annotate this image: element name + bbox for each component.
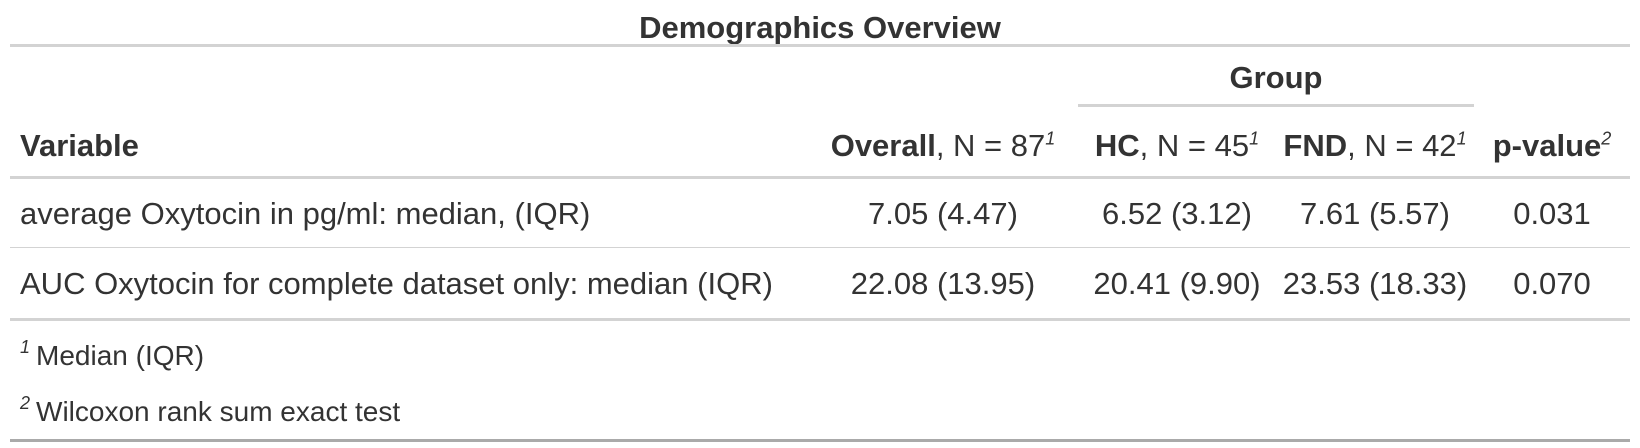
table-bottom-rule — [10, 439, 1630, 442]
column-header-pvalue: p-value2 — [1474, 126, 1630, 166]
column-header-fnd-footnote-mark: 1 — [1456, 128, 1467, 149]
body-divider — [10, 318, 1630, 321]
column-header-overall-n: , N = 87 — [935, 128, 1046, 163]
column-header-pvalue-bold: p-value — [1492, 128, 1602, 163]
column-header-fnd-bold: FND — [1283, 128, 1348, 163]
column-header-variable: Variable — [20, 126, 139, 166]
column-header-overall: Overall, N = 871 — [808, 126, 1078, 166]
footnote-2: 2 Wilcoxon rank sum exact test — [20, 393, 401, 433]
column-header-hc: HC, N = 451 — [1078, 126, 1276, 166]
header-divider — [10, 176, 1630, 179]
title-divider — [10, 44, 1630, 47]
table-cell-fnd: 7.61 (5.57) — [1300, 196, 1450, 231]
footnote-2-text: Wilcoxon rank sum exact test — [36, 396, 401, 427]
column-header-hc-n: , N = 45 — [1139, 128, 1250, 163]
column-header-hc-footnote-mark: 1 — [1249, 128, 1260, 149]
table-cell-pvalue: 0.070 — [1513, 266, 1591, 301]
column-header-fnd: FND, N = 421 — [1276, 126, 1474, 166]
column-header-fnd-n: , N = 42 — [1347, 128, 1457, 163]
table-cell-fnd: 23.53 (18.33) — [1282, 266, 1468, 301]
table-cell-variable: AUC Oxytocin for complete dataset only: … — [20, 266, 773, 301]
footnote-1-mark: 1 — [20, 337, 31, 357]
table-title: Demographics Overview — [639, 10, 1001, 45]
column-header-pvalue-footnote-mark: 2 — [1601, 128, 1612, 149]
table-cell-overall: 7.05 (4.47) — [868, 196, 1018, 231]
spanner-divider — [1078, 104, 1474, 107]
table-cell-hc: 20.41 (9.90) — [1093, 266, 1261, 301]
footnote-2-mark: 2 — [20, 393, 31, 413]
footnote-1-text: Median (IQR) — [36, 340, 205, 371]
table-cell-hc: 6.52 (3.12) — [1102, 196, 1252, 231]
column-header-overall-bold: Overall — [830, 128, 936, 163]
column-header-overall-footnote-mark: 1 — [1045, 128, 1056, 149]
table-cell-pvalue: 0.031 — [1513, 196, 1591, 231]
footnote-1: 1 Median (IQR) — [20, 337, 205, 377]
row-divider — [10, 247, 1630, 248]
column-header-variable-label: Variable — [20, 128, 139, 163]
table-cell-variable: average Oxytocin in pg/ml: median, (IQR) — [20, 196, 591, 231]
table-cell-overall: 22.08 (13.95) — [850, 266, 1036, 301]
column-header-hc-bold: HC — [1094, 128, 1140, 163]
spanner-group-label: Group — [1229, 60, 1323, 95]
